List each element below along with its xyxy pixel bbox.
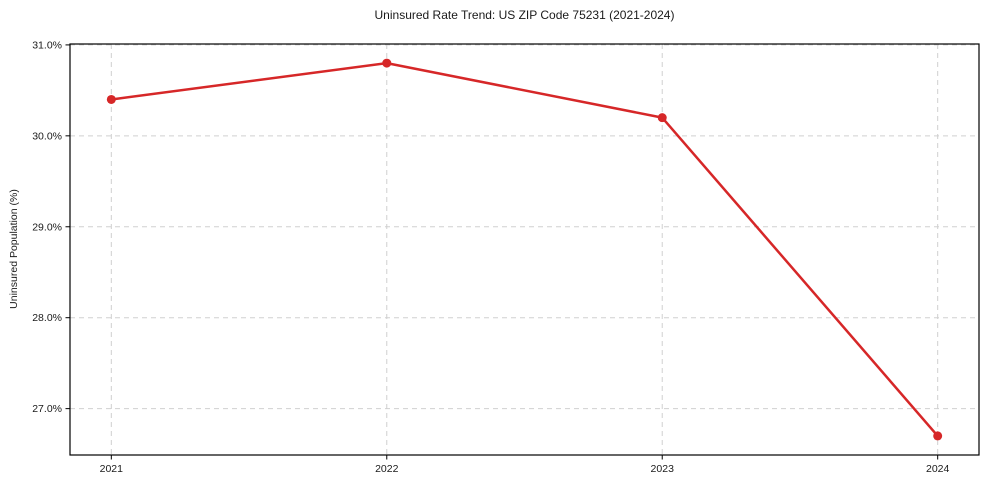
x-tick-label: 2022: [375, 463, 399, 475]
plot-border: [69, 43, 980, 456]
y-tick-label: 30.0%: [32, 130, 62, 142]
x-tick-label: 2024: [926, 463, 950, 475]
data-point-marker: [657, 113, 667, 123]
trend-line: [110, 61, 939, 438]
y-tick-label: 29.0%: [32, 221, 62, 233]
x-tick-label: 2021: [100, 463, 124, 475]
y-tick-label: 28.0%: [32, 312, 62, 324]
y-tick-label: 31.0%: [32, 39, 62, 51]
chart-title: Uninsured Rate Trend: US ZIP Code 75231 …: [374, 8, 675, 22]
x-tick-label: 2023: [651, 463, 675, 475]
data-point-marker: [933, 431, 943, 441]
data-point-marker: [382, 58, 392, 68]
data-point-marker: [106, 94, 116, 104]
y-tick-label: 27.0%: [32, 403, 62, 415]
